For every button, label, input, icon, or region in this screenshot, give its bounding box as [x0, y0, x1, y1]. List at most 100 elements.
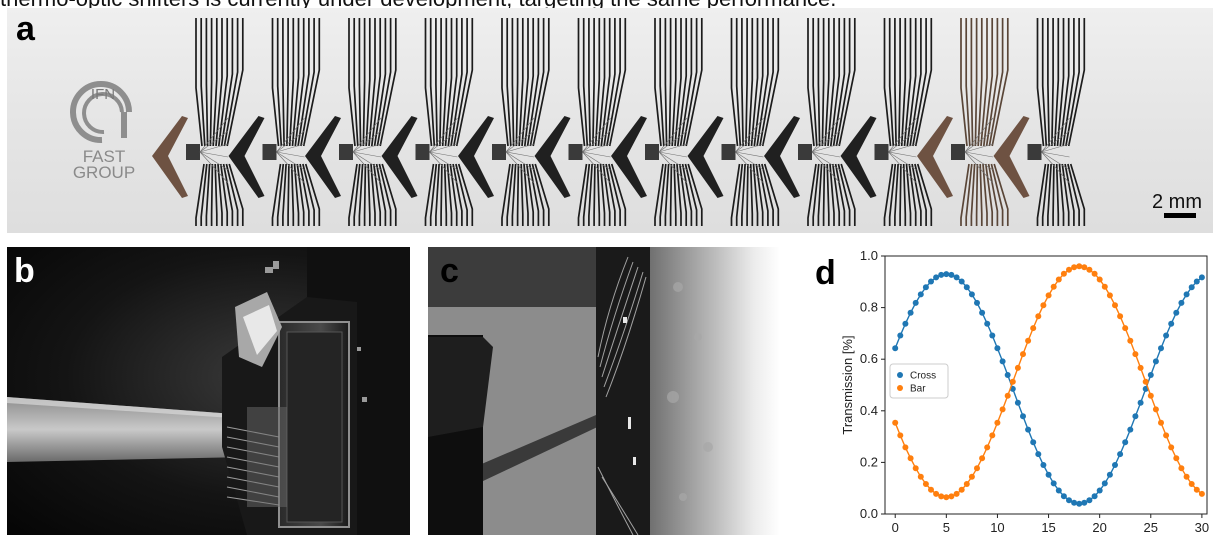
- data-point: [994, 345, 1001, 352]
- data-point: [897, 432, 904, 439]
- electrode-module: [381, 18, 474, 226]
- data-point: [912, 465, 919, 472]
- panel-label-c: c: [440, 252, 459, 290]
- data-point: [1035, 313, 1042, 320]
- data-point: [1122, 325, 1129, 332]
- data-point: [1045, 471, 1052, 478]
- y-tick-label: 1.0: [860, 248, 878, 263]
- data-point: [1045, 292, 1052, 299]
- logo-mark-text: IFN: [90, 86, 116, 103]
- series-bar: [892, 263, 1205, 501]
- chip-electrode-array: [70, 18, 1086, 226]
- data-point: [922, 481, 929, 487]
- data-point: [938, 271, 945, 278]
- data-point: [1081, 264, 1088, 271]
- data-point: [1096, 487, 1103, 494]
- panel-label-d: d: [815, 254, 836, 292]
- data-point: [1178, 299, 1185, 306]
- legend-label: Bar: [910, 384, 926, 395]
- electrode-module: [917, 18, 1009, 226]
- data-point: [1188, 284, 1195, 291]
- data-point: [912, 299, 919, 306]
- data-point: [1158, 419, 1164, 426]
- data-point: [1168, 444, 1175, 451]
- electrode-module: [458, 18, 550, 226]
- electrode-module: [840, 18, 933, 226]
- y-axis-title: Transmission [%]: [840, 335, 855, 434]
- ifn-logo-icon: [70, 81, 132, 144]
- data-point: [1004, 372, 1011, 378]
- data-point: [1106, 471, 1113, 478]
- data-point: [1127, 337, 1134, 344]
- data-point: [1055, 276, 1062, 283]
- data-point: [1147, 392, 1154, 399]
- data-point: [902, 444, 909, 451]
- x-tick-label: 15: [1041, 520, 1055, 535]
- data-point: [1173, 455, 1180, 462]
- data-point: [1096, 276, 1103, 283]
- electrode-module: [228, 18, 321, 226]
- x-tick-label: 5: [943, 520, 950, 535]
- data-point: [1193, 486, 1200, 493]
- data-point: [1101, 283, 1108, 290]
- data-point: [984, 320, 991, 327]
- data-point: [1112, 462, 1118, 468]
- data-point: [917, 291, 924, 298]
- data-point: [928, 278, 934, 285]
- data-point: [1163, 332, 1170, 339]
- legend-label: Cross: [910, 371, 936, 382]
- data-point: [1091, 493, 1098, 500]
- panel-a-chip-photo: IFN FAST GROUP 2 mm: [7, 8, 1213, 233]
- data-point: [1158, 345, 1164, 352]
- panel-label-a: a: [16, 10, 35, 48]
- panel-c-image: [428, 247, 780, 535]
- data-point: [1183, 473, 1190, 480]
- data-point: [917, 473, 924, 480]
- panel-c-photo: [428, 247, 780, 535]
- data-point: [907, 309, 914, 316]
- legend-marker: [897, 385, 903, 391]
- data-point: [948, 493, 955, 500]
- legend-box: [889, 363, 949, 399]
- data-point: [1004, 392, 1011, 399]
- data-point: [1025, 337, 1032, 344]
- data-point: [1178, 465, 1185, 472]
- data-point: [1020, 351, 1026, 358]
- data-point: [1014, 399, 1021, 406]
- panel-b-image: [7, 247, 410, 535]
- data-point: [963, 284, 970, 291]
- data-point: [958, 486, 965, 493]
- data-point: [948, 271, 955, 278]
- data-point: [1193, 278, 1200, 285]
- data-point: [1198, 490, 1205, 497]
- data-point: [963, 481, 970, 487]
- data-point: [1117, 451, 1124, 458]
- logo-line-fast: FAST: [82, 147, 126, 166]
- scale-bar: [1164, 213, 1196, 218]
- data-point: [999, 406, 1006, 413]
- x-tick-label: 30: [1195, 520, 1209, 535]
- data-point: [1147, 372, 1154, 378]
- data-point: [1020, 413, 1026, 420]
- data-point: [1076, 263, 1083, 270]
- y-tick-label: 0.8: [860, 300, 878, 315]
- data-point: [1050, 283, 1057, 290]
- data-point: [938, 493, 945, 500]
- electrode-module: [687, 18, 780, 226]
- data-point: [1025, 426, 1032, 433]
- logo-line-group: GROUP: [72, 163, 136, 182]
- data-point: [1066, 497, 1072, 504]
- data-point: [1050, 480, 1057, 487]
- data-point: [933, 274, 940, 281]
- legend-marker: [897, 372, 903, 378]
- x-tick-label: 25: [1144, 520, 1158, 535]
- y-tick-label: 0.0: [860, 506, 878, 521]
- data-point: [974, 299, 980, 306]
- data-point: [979, 455, 986, 462]
- data-point: [1173, 309, 1180, 316]
- data-point: [968, 473, 975, 480]
- data-point: [958, 278, 965, 285]
- data-point: [1101, 480, 1108, 487]
- data-point: [1040, 462, 1047, 468]
- plot-frame: [884, 255, 1208, 515]
